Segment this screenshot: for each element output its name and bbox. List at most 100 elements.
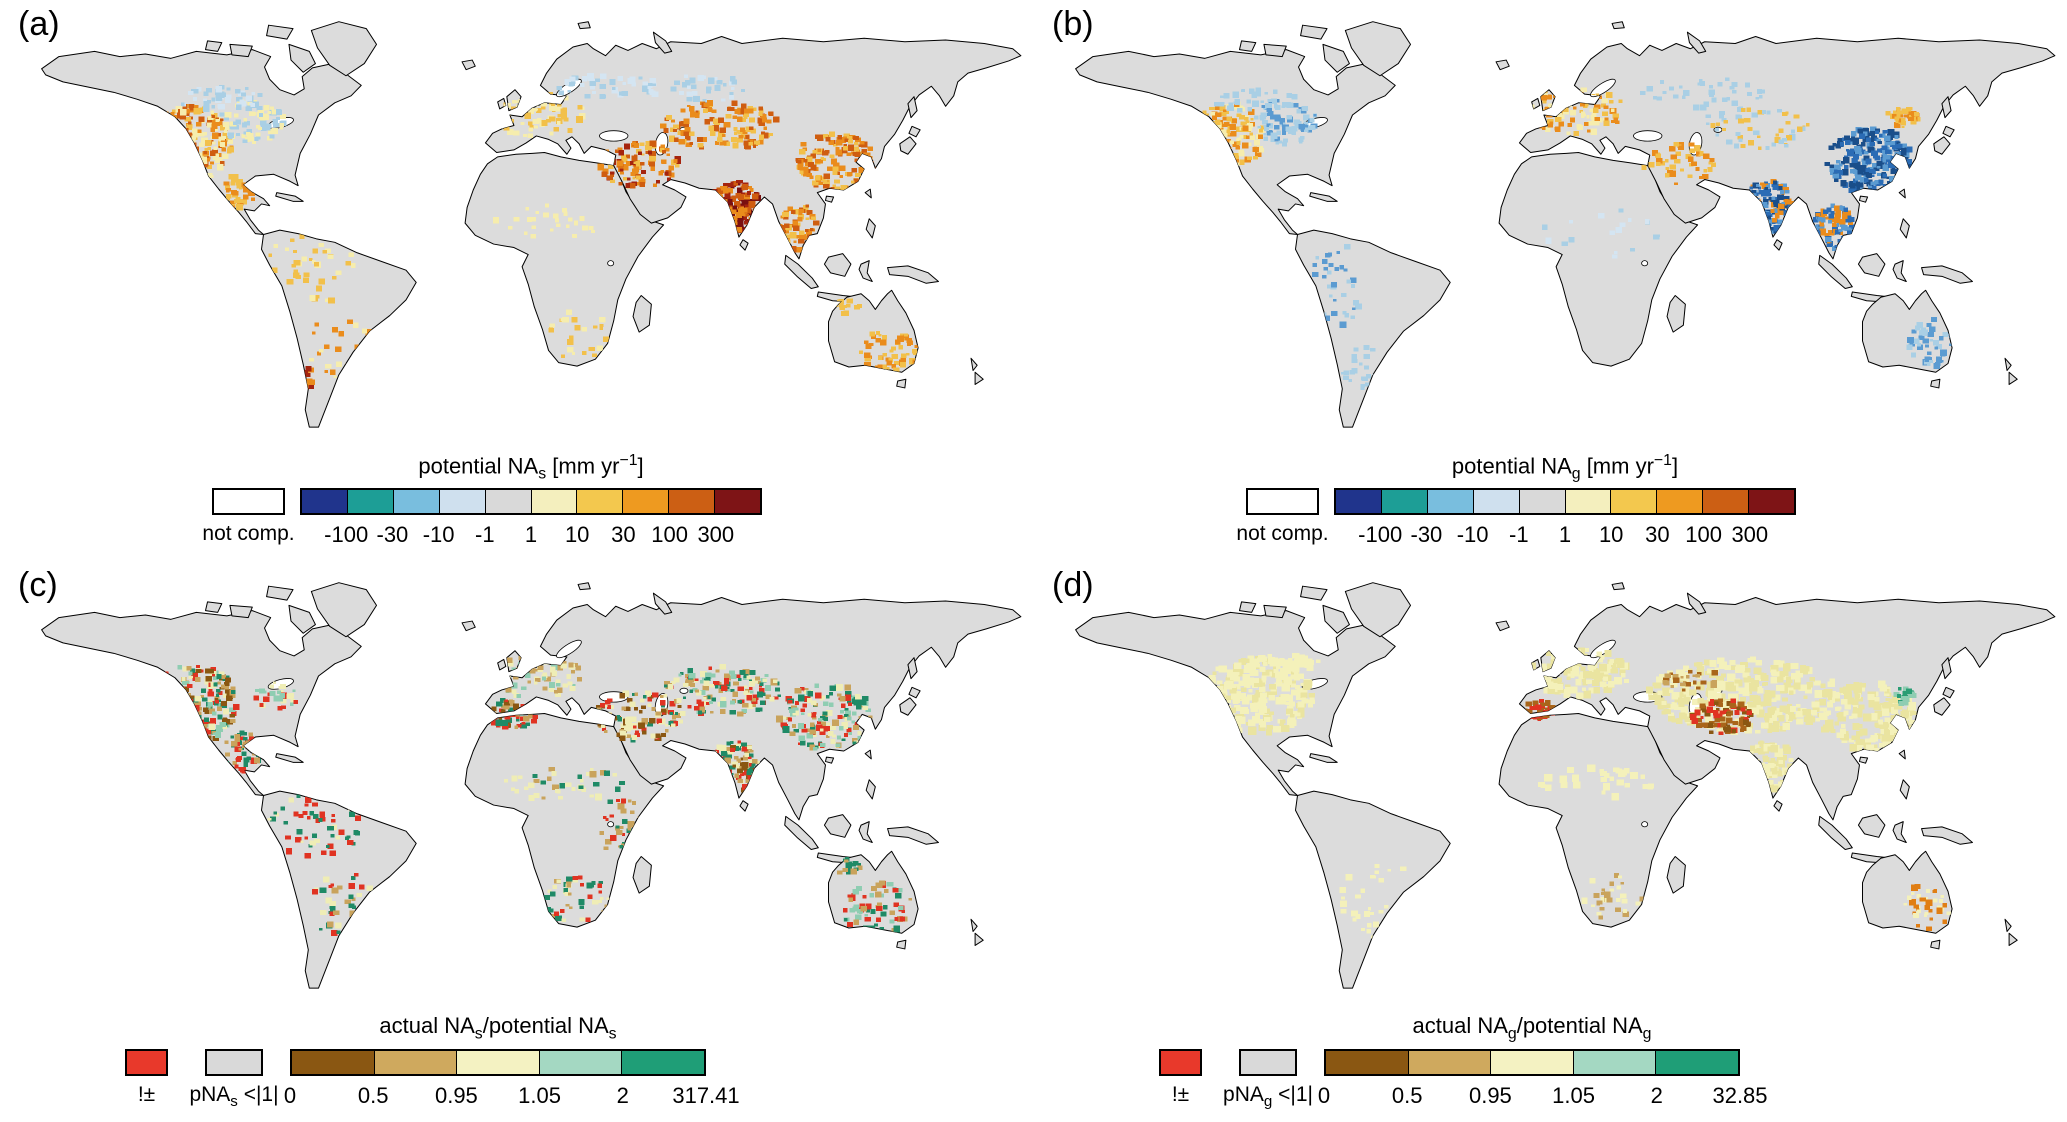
panel-a: (a) potential NAs [mm yr−1] not comp. -1… (0, 0, 1033, 561)
colorbar-tick-label: -100 (324, 522, 369, 547)
colorbar-segment (302, 490, 348, 513)
colorbar-tick-label: -10 (1456, 522, 1489, 547)
not-computed-label: not comp. (1236, 522, 1329, 545)
colorbar-ticks: -100 -30 -10 -1 1 10 30 100 300 (1334, 522, 1796, 550)
title-superscript: −1 (619, 452, 638, 469)
colorbar-tick-label: 10 (564, 522, 590, 547)
world-map (8, 567, 1026, 1003)
colorbar-ticks: 0 0.5 0.95 1.05 2 32.85 (1318, 1083, 1768, 1111)
colorbar-tick-label: 10 (1598, 522, 1624, 547)
world-map (1042, 567, 2060, 1003)
colorbar-tick-label: 2 (1650, 1083, 1663, 1108)
colorbar-title: actual NAg/potential NAg (1324, 1013, 1740, 1043)
colorbar-tick-label: -10 (422, 522, 455, 547)
panel-d: (d) actual NAg/potential NAg !± pNAg <|1… (1034, 561, 2067, 1122)
legend: potential NAg [mm yr−1] not comp. -100 -3… (1034, 450, 2067, 560)
colorbar-tick-label: 0 (1317, 1083, 1331, 1108)
colorbar-segment (715, 490, 761, 513)
colorbar-tick-label: 0.95 (434, 1083, 478, 1108)
colorbar-segment (539, 1051, 623, 1074)
colorbar-segment (622, 1051, 704, 1074)
colorbar-tick-label: 317.41 (672, 1083, 740, 1108)
colorbar-segment (577, 490, 624, 513)
colorbar-segment (292, 1051, 375, 1074)
colorbar-tick-label: -1 (1509, 522, 1529, 547)
colorbar (1324, 1049, 1740, 1076)
title-text: [mm yr (1580, 453, 1654, 479)
colorbar-tick-label: 30 (1645, 522, 1670, 547)
threshold-swatch (1239, 1049, 1297, 1076)
flag-swatch (125, 1049, 168, 1076)
threshold-swatch (205, 1049, 263, 1076)
colorbar-ticks: 0 0.5 0.95 1.05 2 317.41 (284, 1083, 740, 1111)
title-subscript: g (1571, 465, 1581, 483)
colorbar-tick-label: 300 (697, 522, 735, 547)
panel-label: (d) (1052, 566, 1094, 604)
colorbar-tick-label: -1 (475, 522, 495, 547)
colorbar (1334, 488, 1796, 515)
colorbar-segment (1573, 1051, 1657, 1074)
colorbar-segment (347, 490, 394, 513)
flag-swatch (1159, 1049, 1202, 1076)
legend: potential NAs [mm yr−1] not comp. -100 -3… (0, 450, 1033, 560)
flag-label: !± (137, 1083, 156, 1106)
threshold-text: <|1| (237, 1083, 279, 1106)
colorbar-segment (485, 490, 532, 513)
title-text: actual NA (379, 1013, 475, 1038)
title-text: ] (637, 453, 644, 479)
colorbar-tick-label: -30 (376, 522, 409, 547)
data-speckles (1193, 77, 1955, 391)
colorbar-segment (1427, 490, 1474, 513)
flag-label: !± (1171, 1083, 1190, 1106)
title-subscript: s (538, 465, 547, 483)
colorbar-tick-label: 2 (616, 1083, 629, 1108)
colorbar-segment (1473, 490, 1520, 513)
threshold-label: pNAs <|1| (156, 1083, 312, 1110)
colorbar-segment (1657, 490, 1704, 513)
title-text: ] (1671, 453, 1679, 479)
colorbar-ticks: -100 -30 -10 -1 1 10 30 100 300 (300, 522, 762, 550)
title-text: /potential NA (482, 1013, 609, 1038)
world-map (1042, 6, 2060, 442)
title-text: actual NA (1412, 1013, 1508, 1038)
colorbar-segment (1565, 490, 1612, 513)
title-subscript: g (1507, 1025, 1517, 1043)
title-text: /potential NA (1516, 1013, 1643, 1038)
not-computed-label: not comp. (202, 522, 295, 545)
threshold-subscript: g (1263, 1093, 1273, 1111)
colorbar (300, 488, 762, 515)
colorbar-tick-label: 30 (611, 522, 636, 547)
title-text: [mm yr (546, 453, 620, 479)
colorbar-tick-label: 300 (1731, 522, 1769, 547)
panel-label: (c) (18, 566, 58, 604)
colorbar-segment (1491, 1051, 1574, 1074)
colorbar-tick-label: 1.05 (518, 1083, 562, 1108)
colorbar-segment (1381, 490, 1428, 513)
colorbar-tick-label: 0.5 (357, 1083, 389, 1108)
colorbar-segment (531, 490, 578, 513)
colorbar-segment (1749, 490, 1795, 513)
colorbar-segment (439, 490, 486, 513)
threshold-label: pNAg <|1| (1190, 1083, 1346, 1110)
threshold-text: <|1| (1272, 1083, 1313, 1106)
colorbar-tick-label: 0 (283, 1083, 297, 1108)
colorbar-segment (393, 490, 440, 513)
colorbar-title: potential NAs [mm yr−1] (300, 452, 762, 484)
colorbar-tick-label: 1 (524, 522, 538, 547)
colorbar-segment (1703, 490, 1750, 513)
threshold-text: pNA (1223, 1083, 1264, 1106)
colorbar-segment (457, 1051, 540, 1074)
colorbar-segment (1656, 1051, 1738, 1074)
colorbar-segment (669, 490, 716, 513)
colorbar-tick-label: 0.5 (1391, 1083, 1423, 1108)
colorbar-segment (1408, 1051, 1492, 1074)
colorbar (290, 1049, 706, 1076)
colorbar-segment (1336, 490, 1382, 513)
threshold-subscript: s (230, 1093, 238, 1111)
colorbar-tick-label: 0.95 (1468, 1083, 1512, 1108)
colorbar-tick-label: 1.05 (1552, 1083, 1596, 1108)
colorbar-segment (1611, 490, 1658, 513)
